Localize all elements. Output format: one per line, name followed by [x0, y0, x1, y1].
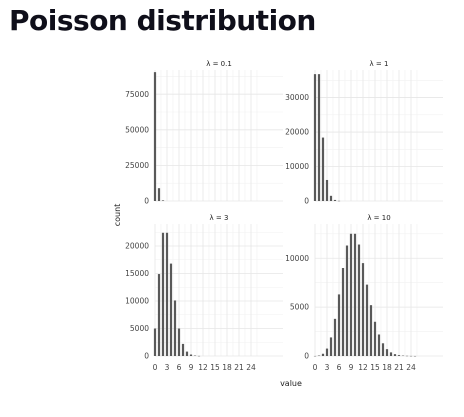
y-tick-label: 30000 — [285, 93, 309, 102]
x-tick-label: 6 — [337, 363, 342, 372]
y-axis-title: count — [113, 204, 122, 227]
histogram-bar — [329, 195, 333, 201]
y-tick-label: 50000 — [125, 125, 149, 134]
histogram-bar — [177, 328, 181, 356]
x-axis-title: value — [280, 379, 302, 388]
histogram-bar — [157, 274, 161, 356]
histogram-bar — [381, 343, 385, 356]
panel-title: λ = 3 — [210, 214, 229, 222]
histogram-bar — [349, 233, 353, 356]
facet-panel: 0 25000 50000 75000 λ = 0.1 — [125, 60, 283, 206]
histogram-bar — [165, 232, 169, 356]
x-tick-label: 12 — [358, 363, 368, 372]
x-tick-label: 9 — [189, 363, 194, 372]
x-tick-label: 21 — [234, 363, 244, 372]
y-tick-label: 5000 — [290, 303, 309, 312]
x-tick-label: 24 — [246, 363, 256, 372]
x-tick-label: 0 — [153, 363, 158, 372]
histogram-bar — [329, 337, 333, 356]
histogram-bar — [185, 351, 189, 356]
histogram-bar — [397, 355, 401, 356]
page-title: Poisson distribution — [9, 4, 316, 37]
x-tick-label: 12 — [198, 363, 208, 372]
histogram-bar — [357, 244, 361, 356]
y-tick-label: 15000 — [125, 269, 149, 278]
x-tick-label: 0 — [313, 363, 318, 372]
histogram-bar — [353, 233, 357, 356]
x-tick-label: 24 — [406, 363, 416, 372]
y-tick-label: 20000 — [285, 128, 309, 137]
y-tick-label: 0 — [304, 197, 309, 206]
histogram-bar — [181, 343, 185, 356]
histogram-bar — [385, 349, 389, 356]
panel-title: λ = 1 — [370, 60, 389, 68]
x-tick-label: 18 — [222, 363, 232, 372]
x-tick-label: 15 — [210, 363, 220, 372]
x-tick-label: 6 — [177, 363, 182, 372]
y-tick-label: 0 — [144, 352, 149, 361]
y-tick-label: 5000 — [130, 324, 149, 333]
histogram-bar — [317, 74, 321, 201]
y-tick-label: 0 — [304, 352, 309, 361]
histogram-bar — [341, 268, 345, 356]
histogram-bar — [321, 353, 325, 356]
histogram-bar — [389, 352, 393, 356]
histogram-bar — [321, 137, 325, 201]
histogram-bar — [333, 199, 337, 201]
x-tick-label: 18 — [382, 363, 392, 372]
y-tick-label: 0 — [144, 197, 149, 206]
histogram-bar — [361, 263, 365, 356]
histogram-bar — [345, 245, 349, 356]
y-tick-label: 20000 — [125, 242, 149, 251]
histogram-bar — [161, 200, 165, 201]
histogram-bar — [333, 318, 337, 356]
panel-title: λ = 10 — [367, 214, 390, 222]
histogram-bar — [173, 300, 177, 356]
histogram-bar — [153, 328, 157, 356]
y-tick-label: 75000 — [125, 90, 149, 99]
facet-panel: 0 10000 20000 30000 λ = 1 — [285, 60, 443, 206]
x-tick-label: 15 — [370, 363, 380, 372]
x-tick-label: 3 — [325, 363, 330, 372]
histogram-bar — [189, 354, 193, 356]
x-tick-label: 3 — [165, 363, 170, 372]
histogram-bar — [365, 284, 369, 356]
histogram-bar — [153, 72, 157, 202]
y-tick-label: 10000 — [285, 162, 309, 171]
histogram-bar — [393, 354, 397, 356]
histogram-bar — [325, 179, 329, 201]
y-tick-label: 10000 — [285, 254, 309, 263]
histogram-bar — [161, 232, 165, 356]
histogram-bar — [169, 263, 173, 356]
x-tick-label: 21 — [394, 363, 404, 372]
y-tick-label: 10000 — [125, 297, 149, 306]
histogram-bar — [325, 348, 329, 356]
histogram-bar — [377, 334, 381, 356]
y-tick-label: 25000 — [125, 161, 149, 170]
histogram-bar — [373, 321, 377, 356]
histogram-bar — [369, 305, 373, 356]
histogram-bar — [313, 74, 317, 201]
histogram-bar — [337, 294, 341, 356]
x-tick-label: 9 — [349, 363, 354, 372]
histogram-bar — [157, 188, 161, 201]
panel-title: λ = 0.1 — [206, 60, 232, 68]
